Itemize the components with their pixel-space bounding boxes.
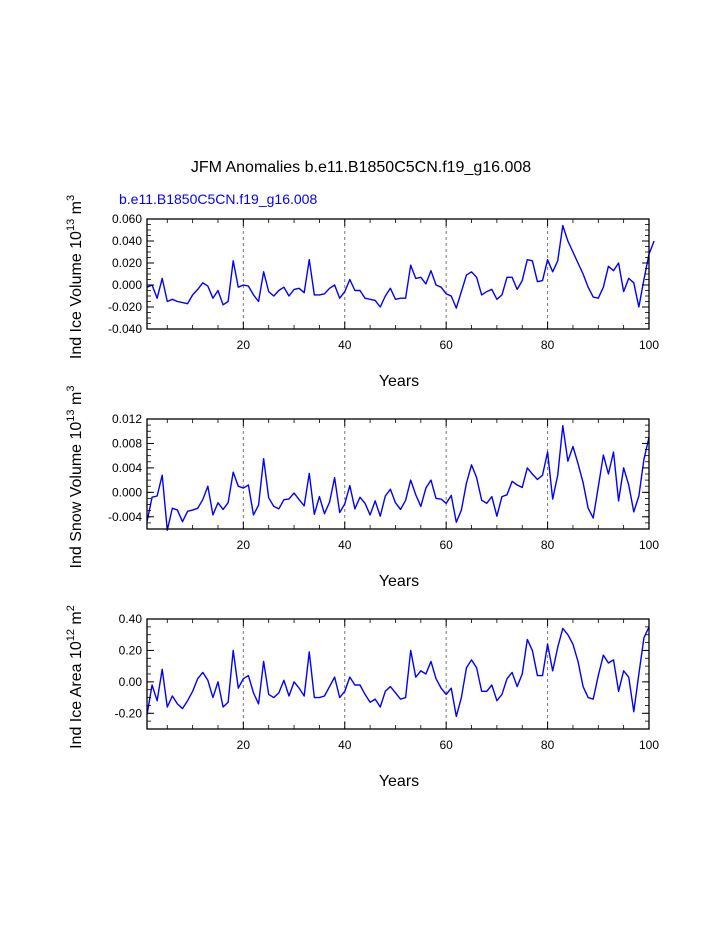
y-axis-label: Ind Ice Volume 1013 m3 bbox=[65, 195, 85, 359]
x-axis-label: Years bbox=[379, 773, 419, 790]
y-axis-label-main: Ind Ice Area 10 bbox=[68, 641, 85, 749]
series-line bbox=[146, 626, 650, 718]
y-axis-label-unit: m bbox=[68, 201, 85, 219]
y-tick-label: -0.004 bbox=[108, 510, 142, 524]
y-axis-label: Ind Snow Volume 1013 m3 bbox=[65, 386, 85, 569]
y-axis-label-exponent: 13 bbox=[65, 219, 77, 231]
y-axis-label-exponent: 13 bbox=[65, 409, 77, 421]
x-tick-label: 80 bbox=[541, 538, 555, 552]
x-tick-label: 60 bbox=[439, 738, 453, 752]
y-tick-label: -0.040 bbox=[108, 322, 142, 336]
panel-2: -0.004 0.000 0.004 0.008 0.012 20 40 60 80 100 Yea… bbox=[65, 386, 659, 590]
y-axis-label: Ind Ice Area 1012 m2 bbox=[65, 605, 85, 749]
y-axis-label-unit-exponent: 3 bbox=[65, 386, 77, 392]
y-tick-label: 0.40 bbox=[119, 612, 143, 626]
x-tick-label: 60 bbox=[439, 338, 453, 352]
y-tick-label: -0.20 bbox=[115, 706, 143, 720]
x-axis-label: Years bbox=[379, 373, 419, 390]
x-tick-label: 40 bbox=[338, 738, 352, 752]
series-line bbox=[146, 425, 650, 531]
y-axis-label-main: Ind Ice Volume 10 bbox=[68, 231, 85, 359]
y-tick-label: 0.20 bbox=[119, 643, 143, 657]
panel-1: -0.040 -0.020 0.000 0.020 0.040 0.060 20 40 60 80… bbox=[65, 195, 659, 390]
plot-frame bbox=[146, 618, 650, 730]
y-tick-label: -0.020 bbox=[108, 300, 142, 314]
plot-frame bbox=[146, 218, 650, 330]
figure-subtitle: b.e11.B1850C5CN.f19_g16.008 bbox=[119, 191, 317, 207]
x-tick-label: 60 bbox=[439, 538, 453, 552]
y-axis-label-unit-exponent: 2 bbox=[65, 605, 77, 611]
x-tick-label: 40 bbox=[338, 538, 352, 552]
x-tick-label: 80 bbox=[541, 338, 555, 352]
x-tick-label: 40 bbox=[338, 338, 352, 352]
y-axis-label-main: Ind Snow Volume 10 bbox=[68, 422, 85, 569]
y-tick-label: 0.020 bbox=[112, 256, 142, 270]
y-axis-label-unit-exponent: 3 bbox=[65, 195, 77, 201]
panel-3: -0.20 0.00 0.20 0.40 20 40 60 80 100 Years Ind Ice… bbox=[65, 605, 659, 790]
x-tick-label: 80 bbox=[541, 738, 555, 752]
figure-title: JFM Anomalies b.e11.B1850C5CN.f19_g16.00… bbox=[191, 159, 531, 176]
y-tick-label: 0.00 bbox=[119, 675, 143, 689]
y-tick-label: 0.040 bbox=[112, 234, 142, 248]
y-tick-label: 0.008 bbox=[112, 436, 142, 450]
y-tick-label: 0.000 bbox=[112, 485, 142, 499]
x-tick-label: 20 bbox=[237, 538, 251, 552]
y-tick-label: 0.000 bbox=[112, 278, 142, 292]
y-tick-label: 0.004 bbox=[112, 461, 142, 475]
plot-frame bbox=[146, 418, 650, 530]
x-axis-label: Years bbox=[379, 573, 419, 590]
y-axis-label-unit: m bbox=[68, 611, 85, 629]
x-tick-label: 100 bbox=[639, 538, 659, 552]
y-tick-label: 0.012 bbox=[112, 412, 142, 426]
x-tick-label: 20 bbox=[237, 338, 251, 352]
x-tick-label: 20 bbox=[237, 738, 251, 752]
series-line bbox=[146, 224, 655, 309]
x-tick-label: 100 bbox=[639, 338, 659, 352]
x-tick-label: 100 bbox=[639, 738, 659, 752]
y-axis-label-exponent: 12 bbox=[65, 629, 77, 641]
y-axis-label-unit: m bbox=[68, 392, 85, 410]
y-tick-label: 0.060 bbox=[112, 212, 142, 226]
